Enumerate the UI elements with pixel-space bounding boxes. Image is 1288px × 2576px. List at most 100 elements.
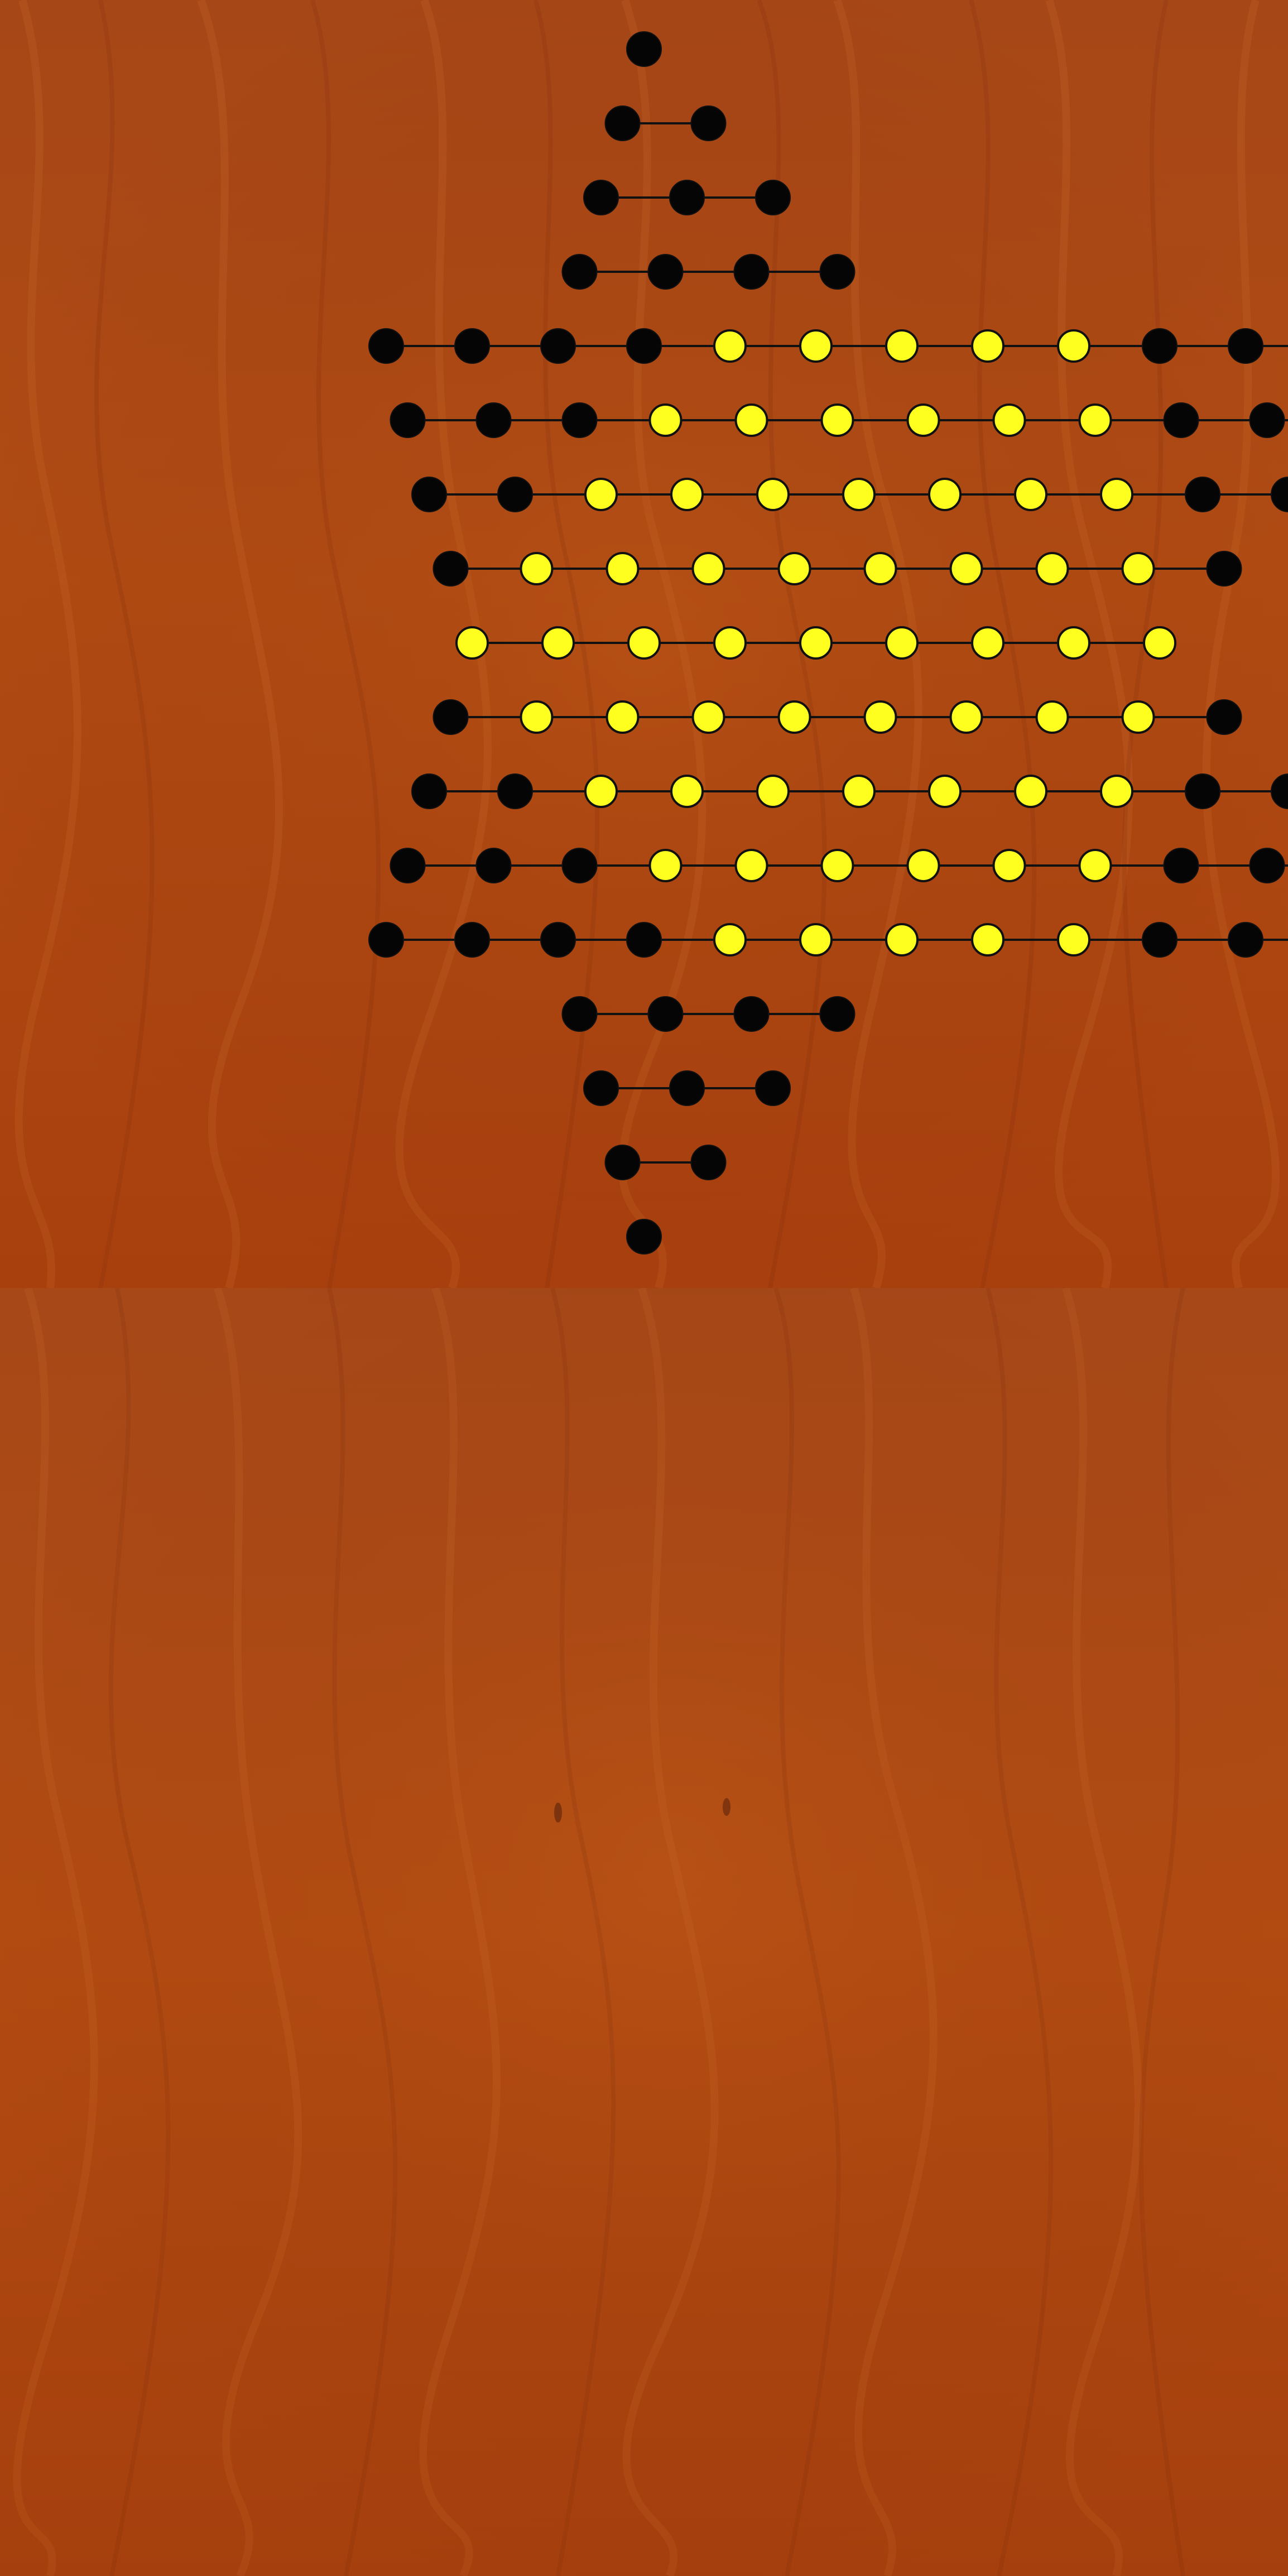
center-yellow-peg[interactable]	[734, 403, 768, 437]
yellow-peg[interactable]	[777, 552, 811, 585]
yellow-peg[interactable]	[885, 626, 919, 660]
board-hole[interactable]	[1142, 922, 1178, 958]
center-yellow-peg[interactable]	[906, 849, 940, 882]
center-yellow-peg[interactable]	[971, 626, 1005, 660]
board-hole[interactable]	[647, 996, 684, 1032]
yellow-peg[interactable]	[1100, 478, 1133, 511]
center-yellow-peg[interactable]	[756, 478, 790, 511]
yellow-peg[interactable]	[1121, 700, 1155, 734]
center-yellow-peg[interactable]	[1121, 700, 1155, 734]
center-yellow-peg[interactable]	[713, 626, 747, 660]
board-hole[interactable]	[390, 848, 426, 883]
board-hole[interactable]	[454, 328, 490, 364]
black-hole[interactable]	[1249, 848, 1285, 883]
yellow-peg[interactable]	[820, 403, 854, 437]
board-hole[interactable]	[497, 773, 533, 809]
black-hole[interactable]	[497, 477, 533, 512]
center-yellow-peg[interactable]	[605, 552, 640, 585]
black-hole[interactable]	[604, 1145, 641, 1180]
black-hole[interactable]	[647, 254, 684, 290]
board-hole[interactable]	[475, 402, 512, 438]
black-hole[interactable]	[368, 328, 404, 364]
center-yellow-peg[interactable]	[928, 478, 962, 511]
black-hole[interactable]	[690, 1145, 727, 1180]
yellow-peg[interactable]	[1014, 478, 1047, 511]
center-yellow-peg[interactable]	[756, 775, 790, 808]
yellow-peg[interactable]	[971, 329, 1005, 363]
black-hole[interactable]	[1142, 922, 1178, 958]
center-yellow-peg[interactable]	[1057, 329, 1090, 363]
board-hole[interactable]	[561, 996, 598, 1032]
black-hole[interactable]	[561, 996, 598, 1032]
center-yellow-peg[interactable]	[713, 923, 747, 957]
center-yellow-peg[interactable]	[584, 775, 618, 808]
center-yellow-peg[interactable]	[734, 849, 768, 882]
yellow-peg[interactable]	[885, 923, 919, 957]
center-yellow-peg[interactable]	[949, 700, 983, 734]
black-hole[interactable]	[540, 328, 576, 364]
black-hole[interactable]	[626, 328, 662, 364]
yellow-peg[interactable]	[605, 552, 640, 585]
center-yellow-peg[interactable]	[799, 329, 833, 363]
board-hole[interactable]	[690, 105, 727, 141]
yellow-peg[interactable]	[734, 403, 768, 437]
black-hole[interactable]	[819, 254, 856, 290]
center-yellow-peg[interactable]	[1035, 700, 1069, 734]
yellow-peg[interactable]	[992, 849, 1026, 882]
black-hole[interactable]	[1185, 773, 1220, 809]
yellow-peg[interactable]	[863, 552, 897, 585]
center-yellow-peg[interactable]	[584, 478, 618, 511]
yellow-peg[interactable]	[713, 329, 747, 363]
center-yellow-peg[interactable]	[605, 700, 640, 734]
yellow-peg[interactable]	[906, 403, 940, 437]
board-hole[interactable]	[475, 848, 512, 883]
center-yellow-peg[interactable]	[1014, 478, 1047, 511]
yellow-peg[interactable]	[842, 775, 876, 808]
center-yellow-peg[interactable]	[1100, 775, 1133, 808]
yellow-peg[interactable]	[648, 849, 683, 882]
black-hole[interactable]	[669, 180, 705, 215]
center-yellow-peg[interactable]	[1100, 478, 1133, 511]
yellow-peg[interactable]	[1100, 775, 1133, 808]
yellow-peg[interactable]	[627, 626, 661, 660]
black-hole[interactable]	[1228, 328, 1263, 364]
board-hole[interactable]	[454, 922, 490, 958]
center-yellow-peg[interactable]	[713, 329, 747, 363]
black-hole[interactable]	[561, 254, 598, 290]
black-hole[interactable]	[733, 254, 770, 290]
black-hole[interactable]	[497, 773, 533, 809]
yellow-peg[interactable]	[584, 478, 618, 511]
board-hole[interactable]	[583, 1070, 619, 1106]
black-hole[interactable]	[626, 922, 662, 958]
yellow-peg[interactable]	[1057, 329, 1090, 363]
center-yellow-peg[interactable]	[885, 329, 919, 363]
black-hole[interactable]	[1228, 922, 1263, 958]
board-hole[interactable]	[1142, 328, 1178, 364]
center-yellow-peg[interactable]	[971, 329, 1005, 363]
board-hole[interactable]	[733, 996, 770, 1032]
board-hole[interactable]	[755, 180, 791, 215]
center-yellow-peg[interactable]	[799, 923, 833, 957]
black-hole[interactable]	[475, 402, 512, 438]
center-yellow-peg[interactable]	[541, 626, 575, 660]
black-hole[interactable]	[390, 402, 426, 438]
black-hole[interactable]	[755, 180, 791, 215]
yellow-peg[interactable]	[713, 626, 747, 660]
center-yellow-peg[interactable]	[1121, 552, 1155, 585]
center-yellow-peg[interactable]	[928, 775, 962, 808]
center-yellow-peg[interactable]	[992, 403, 1026, 437]
yellow-peg[interactable]	[928, 478, 962, 511]
black-hole[interactable]	[540, 922, 576, 958]
black-hole[interactable]	[1206, 699, 1242, 735]
black-hole[interactable]	[626, 1219, 662, 1255]
black-hole[interactable]	[583, 1070, 619, 1106]
center-yellow-peg[interactable]	[691, 552, 725, 585]
board-hole[interactable]	[432, 551, 469, 587]
board-hole[interactable]	[1271, 773, 1288, 809]
board-hole[interactable]	[626, 922, 662, 958]
board-hole[interactable]	[561, 848, 598, 883]
yellow-peg[interactable]	[820, 849, 854, 882]
board-hole[interactable]	[1228, 328, 1263, 364]
yellow-peg[interactable]	[1078, 849, 1112, 882]
center-yellow-peg[interactable]	[949, 552, 983, 585]
